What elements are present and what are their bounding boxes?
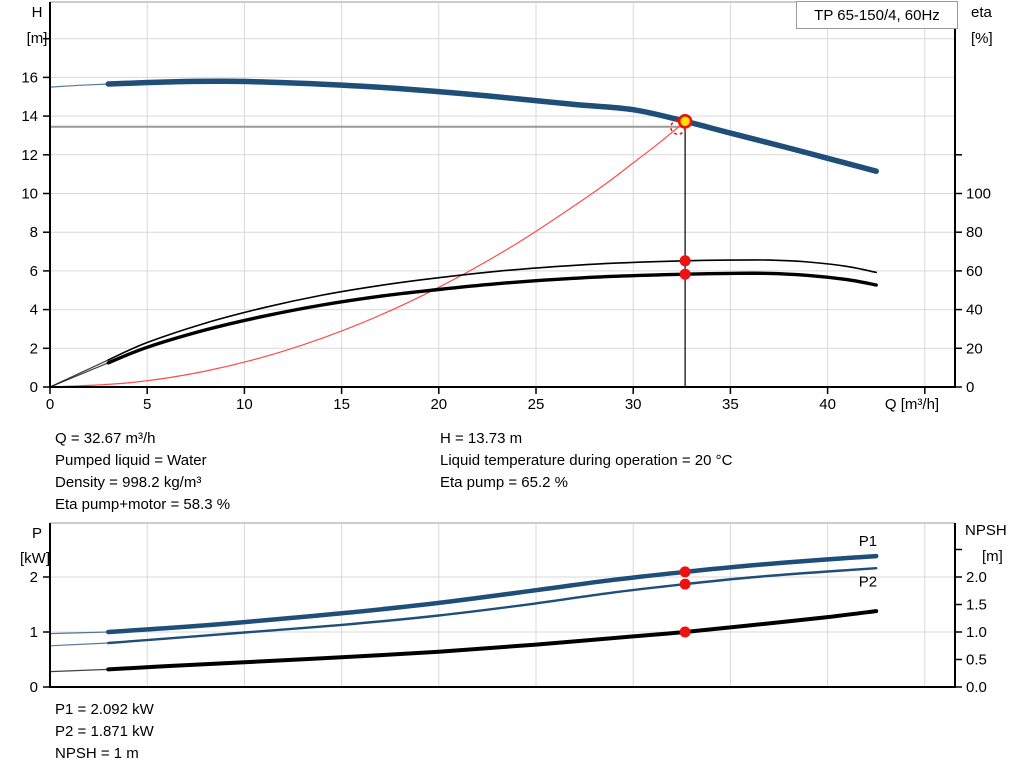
power-left-axis-unit: [kW] <box>20 550 50 567</box>
x-tick-label: 20 <box>430 396 447 413</box>
left-tick-label: 2 <box>30 569 38 586</box>
left-tick-label: 2 <box>30 340 38 357</box>
right-tick-label: 0.0 <box>966 679 987 696</box>
p1-series-label: P1 <box>859 533 877 550</box>
eta-pump-motor-curve-lead <box>49 362 109 388</box>
left-tick-label: 4 <box>30 302 38 319</box>
info-eta-pump: Eta pump = 65.2 % <box>440 474 568 491</box>
power-right-axis-title: NPSH <box>965 522 1007 539</box>
right-tick-label: 80 <box>966 224 983 241</box>
head-right-axis-title: eta <box>971 4 993 21</box>
left-tick-label: 10 <box>21 186 38 203</box>
eta-pump-curve <box>49 259 877 388</box>
head-left-axis-title: H <box>32 4 43 21</box>
right-tick-label: 100 <box>966 186 991 203</box>
left-tick-label: 12 <box>21 147 38 164</box>
npsh-curve <box>49 609 879 673</box>
x-tick-label: 30 <box>625 396 642 413</box>
left-tick-label: 8 <box>30 224 38 241</box>
operating-point-dot <box>679 255 691 267</box>
x-tick-label: 15 <box>333 396 350 413</box>
power-info: P1 = 2.092 kW P2 = 1.871 kW NPSH = 1 m <box>55 699 154 765</box>
info-npsh: NPSH = 1 m <box>55 745 139 762</box>
operating-point-dot <box>679 566 691 578</box>
info-eta-pump-motor: Eta pump+motor = 58.3 % <box>55 496 231 513</box>
left-tick-label: 0 <box>30 679 38 696</box>
duty-info-left: Q = 32.67 m³/h Pumped liquid = Water Den… <box>55 428 230 516</box>
power-left-axis-title: P <box>32 525 42 542</box>
p1-curve-lead <box>49 631 109 635</box>
info-p2: P2 = 1.871 kW <box>55 723 154 740</box>
left-tick-label: 0 <box>30 379 38 396</box>
left-tick-label: 14 <box>21 108 38 125</box>
info-density: Density = 998.2 kg/m³ <box>55 474 202 491</box>
left-tick-label: 6 <box>30 263 38 280</box>
head-curve-lead <box>49 83 109 88</box>
power-right-axis-unit: [m] <box>982 548 1003 565</box>
pump-model-badge: TP 65-150/4, 60Hz <box>796 1 958 29</box>
head-left-axis-unit: [m] <box>27 30 48 47</box>
p2-series-label: P2 <box>859 573 877 590</box>
power-npsh-chart: P1 P2 0 1 2 0.0 0.5 1.0 1.5 2.0 <box>30 522 987 696</box>
operating-point-dot <box>679 626 691 638</box>
p1-curve <box>49 553 879 635</box>
gridlines <box>51 3 954 386</box>
info-flow: Q = 32.67 m³/h <box>55 430 156 447</box>
operating-point-dot <box>679 578 691 590</box>
x-tick-label: 25 <box>528 396 545 413</box>
x-axis-label: Q [m³/h] <box>885 396 939 413</box>
x-tick-label: 5 <box>143 396 151 413</box>
right-tick-label: 60 <box>966 263 983 280</box>
gridlines <box>51 524 954 686</box>
head-curve <box>49 78 879 174</box>
head-efficiency-chart: 0 2 4 6 8 10 12 14 16 0 20 40 60 80 100 0 5 10 15 20 25 30 35 4… <box>21 1 991 413</box>
info-temperature: Liquid temperature during operation = 20… <box>440 452 733 469</box>
pump-model-label: TP 65-150/4, 60Hz <box>814 6 940 24</box>
duty-point-marker[interactable] <box>677 114 693 129</box>
left-tick-label: 16 <box>21 69 38 86</box>
right-tick-label: 2.0 <box>966 569 987 586</box>
npsh-curve-lead <box>49 668 109 673</box>
info-p1: P1 = 2.092 kW <box>55 701 154 718</box>
right-tick-label: 40 <box>966 302 983 319</box>
right-tick-label: 20 <box>966 340 983 357</box>
x-tick-label: 35 <box>722 396 739 413</box>
x-tick-label: 40 <box>819 396 836 413</box>
head-right-axis-unit: [%] <box>971 30 993 47</box>
info-liquid: Pumped liquid = Water <box>55 452 207 469</box>
right-tick-label: 1.0 <box>966 624 987 641</box>
right-tick-label: 1.5 <box>966 597 987 614</box>
duty-info-right: H = 13.73 m Liquid temperature during op… <box>440 428 732 494</box>
operating-point-dot <box>679 268 691 280</box>
left-tick-label: 1 <box>30 624 38 641</box>
x-tick-label: 0 <box>46 396 54 413</box>
x-tick-label: 10 <box>236 396 253 413</box>
p2-curve <box>49 567 878 647</box>
p2-curve-lead <box>49 642 109 647</box>
eta-pump-motor-curve <box>49 271 878 388</box>
right-tick-label: 0.5 <box>966 652 987 669</box>
info-head: H = 13.73 m <box>440 430 523 447</box>
right-tick-label: 0 <box>966 379 974 396</box>
